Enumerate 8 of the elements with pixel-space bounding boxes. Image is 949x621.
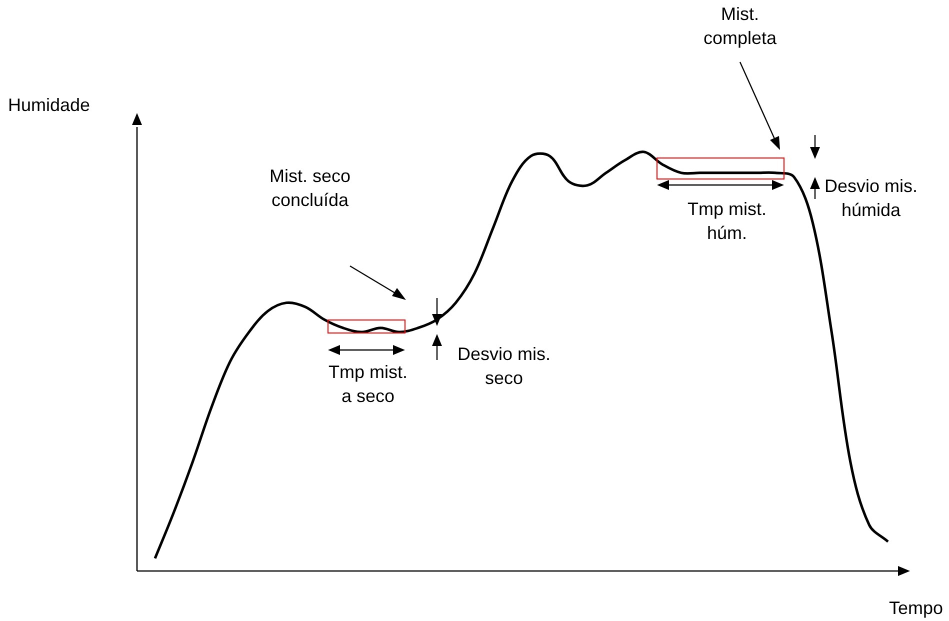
text: Mist. completa — [702, 3, 778, 50]
annotation: Desvio mis. húmida — [823, 175, 918, 222]
y-axis-title: Humidade — [8, 94, 90, 117]
annotation: Tmp mist. húm. — [686, 198, 768, 245]
annotation: Tmp mist. a seco — [328, 361, 408, 408]
annotation: Desvio mis. seco — [456, 343, 552, 390]
annotation: Mist. seco concluída — [268, 165, 352, 212]
x-axis-title: Tempo — [888, 597, 943, 620]
